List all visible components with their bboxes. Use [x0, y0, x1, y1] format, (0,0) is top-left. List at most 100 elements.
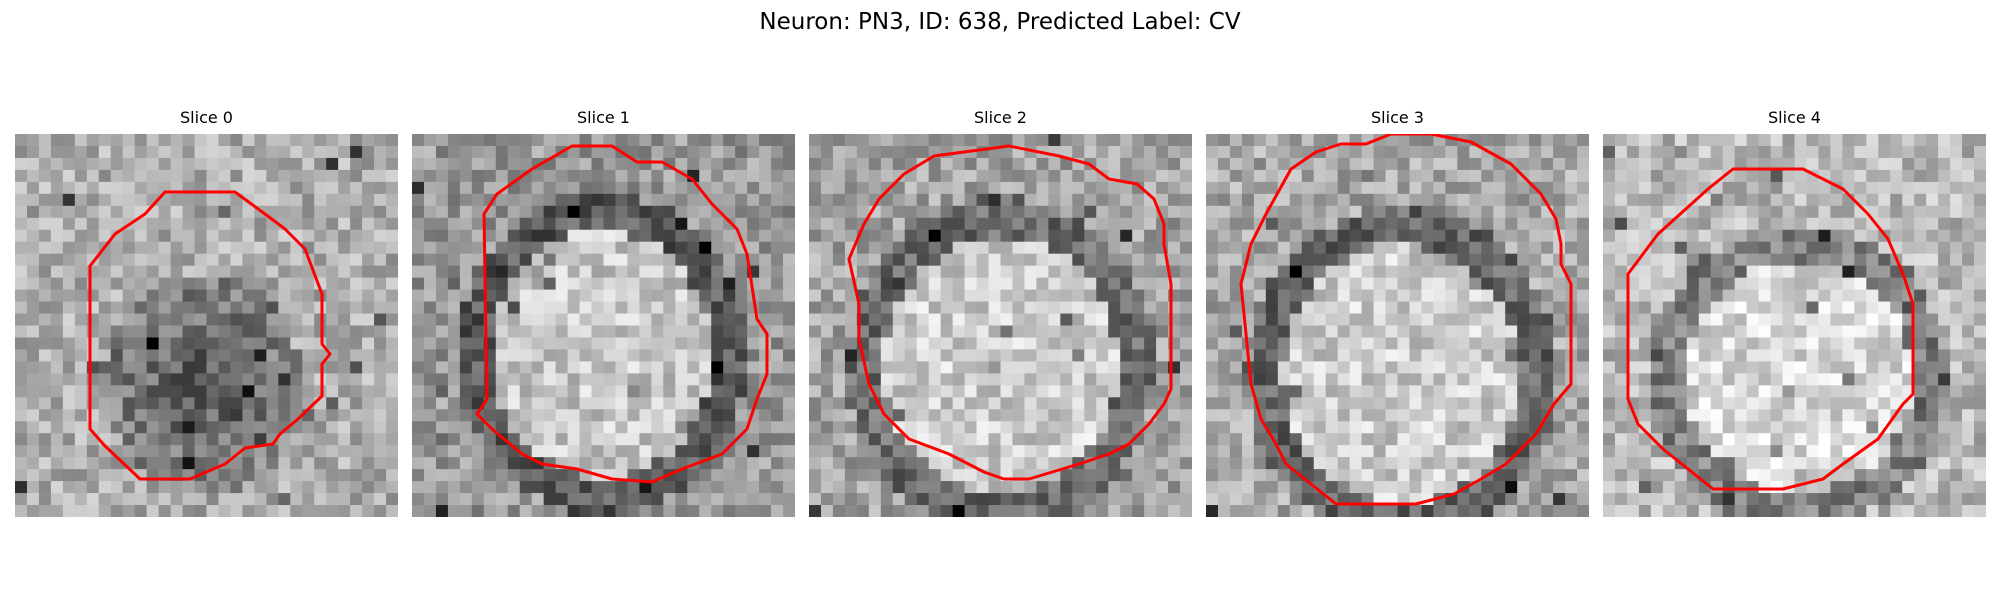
image-pixel	[38, 205, 52, 219]
image-pixel	[1012, 253, 1026, 267]
image-pixel	[904, 325, 918, 339]
image-pixel	[543, 373, 557, 386]
image-pixel	[1301, 493, 1315, 506]
image-pixel	[1048, 397, 1061, 410]
image-pixel	[988, 265, 1002, 279]
image-pixel	[1206, 469, 1219, 482]
image-pixel	[326, 325, 339, 339]
image-pixel	[747, 385, 760, 398]
image-pixel	[1373, 469, 1387, 482]
image-pixel	[940, 157, 954, 171]
image-pixel	[1782, 457, 1796, 470]
image-pixel	[374, 145, 387, 159]
image-pixel	[423, 157, 437, 171]
image-pixel	[1878, 145, 1891, 159]
image-pixel	[507, 337, 521, 351]
image-pixel	[1265, 169, 1279, 183]
image-pixel	[1878, 313, 1891, 327]
image-pixel	[1241, 397, 1255, 410]
image-pixel	[471, 505, 485, 517]
image-pixel	[892, 361, 906, 374]
image-pixel	[976, 265, 990, 279]
image-pixel	[1024, 169, 1038, 183]
image-pixel	[1469, 253, 1482, 267]
image-pixel	[1445, 217, 1458, 231]
image-pixel	[1529, 313, 1542, 327]
image-pixel	[26, 373, 40, 386]
image-pixel	[747, 433, 760, 446]
image-pixel	[338, 349, 351, 363]
image-pixel	[50, 361, 64, 374]
image-pixel	[1818, 361, 1832, 374]
image-pixel	[964, 205, 978, 219]
image-pixel	[423, 205, 437, 219]
image-pixel	[1650, 325, 1664, 339]
image-pixel	[1758, 457, 1772, 470]
image-pixel	[1277, 481, 1291, 494]
image-pixel	[1553, 469, 1566, 482]
image-pixel	[723, 385, 736, 398]
image-pixel	[904, 265, 918, 279]
image-pixel	[1373, 241, 1387, 255]
image-pixel	[62, 433, 76, 446]
image-pixel	[1950, 385, 1963, 398]
image-pixel	[326, 217, 339, 231]
image-pixel	[699, 325, 712, 339]
image-pixel	[1890, 193, 1903, 207]
image-pixel	[639, 481, 652, 494]
image-pixel	[904, 445, 918, 458]
image-pixel	[386, 493, 398, 506]
image-pixel	[1541, 349, 1554, 363]
image-pixel	[531, 289, 545, 303]
image-pixel	[1229, 457, 1243, 470]
image-pixel	[1084, 277, 1097, 291]
image-pixel	[964, 193, 978, 207]
image-pixel	[1445, 241, 1458, 255]
image-pixel	[759, 469, 772, 482]
image-pixel	[1770, 169, 1784, 183]
image-pixel	[1120, 337, 1133, 351]
image-pixel	[1794, 433, 1808, 446]
image-pixel	[62, 253, 76, 267]
image-pixel	[771, 289, 784, 303]
image-pixel	[651, 409, 664, 422]
image-pixel	[1818, 433, 1832, 446]
image-pixel	[1445, 349, 1458, 363]
image-pixel	[1180, 181, 1192, 195]
image-pixel	[1120, 409, 1133, 422]
image-pixel	[868, 277, 882, 291]
image-pixel	[386, 409, 398, 422]
image-pixel	[868, 229, 882, 243]
image-pixel	[1962, 253, 1975, 267]
image-pixel	[1758, 169, 1772, 183]
image-pixel	[362, 301, 375, 315]
image-pixel	[206, 493, 220, 506]
image-pixel	[495, 385, 509, 398]
image-pixel	[447, 181, 461, 195]
image-pixel	[412, 241, 425, 255]
image-pixel	[783, 265, 795, 279]
image-pixel	[1229, 157, 1243, 171]
image-pixel	[1120, 505, 1133, 517]
image-pixel	[1433, 277, 1446, 291]
image-pixel	[1686, 349, 1700, 363]
image-pixel	[1662, 169, 1676, 183]
image-pixel	[1902, 409, 1915, 422]
image-pixel	[1206, 493, 1219, 506]
image-pixel	[675, 493, 688, 506]
image-pixel	[1397, 193, 1411, 207]
image-pixel	[567, 349, 581, 363]
image-pixel	[146, 421, 160, 434]
image-pixel	[26, 193, 40, 207]
image-pixel	[1253, 337, 1267, 351]
image-pixel	[820, 337, 834, 351]
image-pixel	[435, 289, 449, 303]
image-pixel	[964, 469, 978, 482]
image-pixel	[1926, 385, 1939, 398]
image-pixel	[62, 469, 76, 482]
image-pixel	[1710, 253, 1724, 267]
image-pixel	[1349, 493, 1363, 506]
image-pixel	[1036, 241, 1049, 255]
image-pixel	[1120, 313, 1133, 327]
image-pixel	[459, 181, 473, 195]
